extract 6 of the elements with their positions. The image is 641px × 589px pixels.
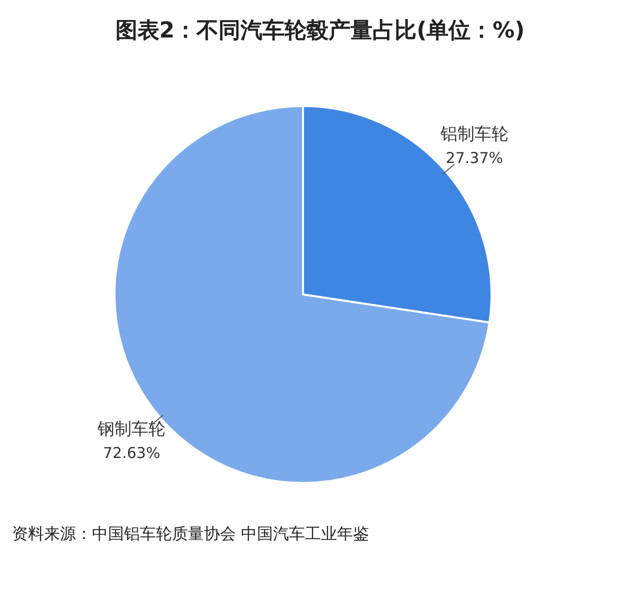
chart-title: 图表2：不同汽车轮毂产量占比(单位：%): [115, 18, 525, 44]
data-label: 27.37%: [446, 148, 504, 167]
text: 资料来源：中国铝车轮质量协会 中国汽车工业年鉴: [12, 524, 370, 544]
data-label: 72.63%: [102, 444, 160, 462]
slice-label: 铝制车轮: [439, 124, 508, 144]
slice-label: 钢制车轮: [96, 420, 166, 440]
